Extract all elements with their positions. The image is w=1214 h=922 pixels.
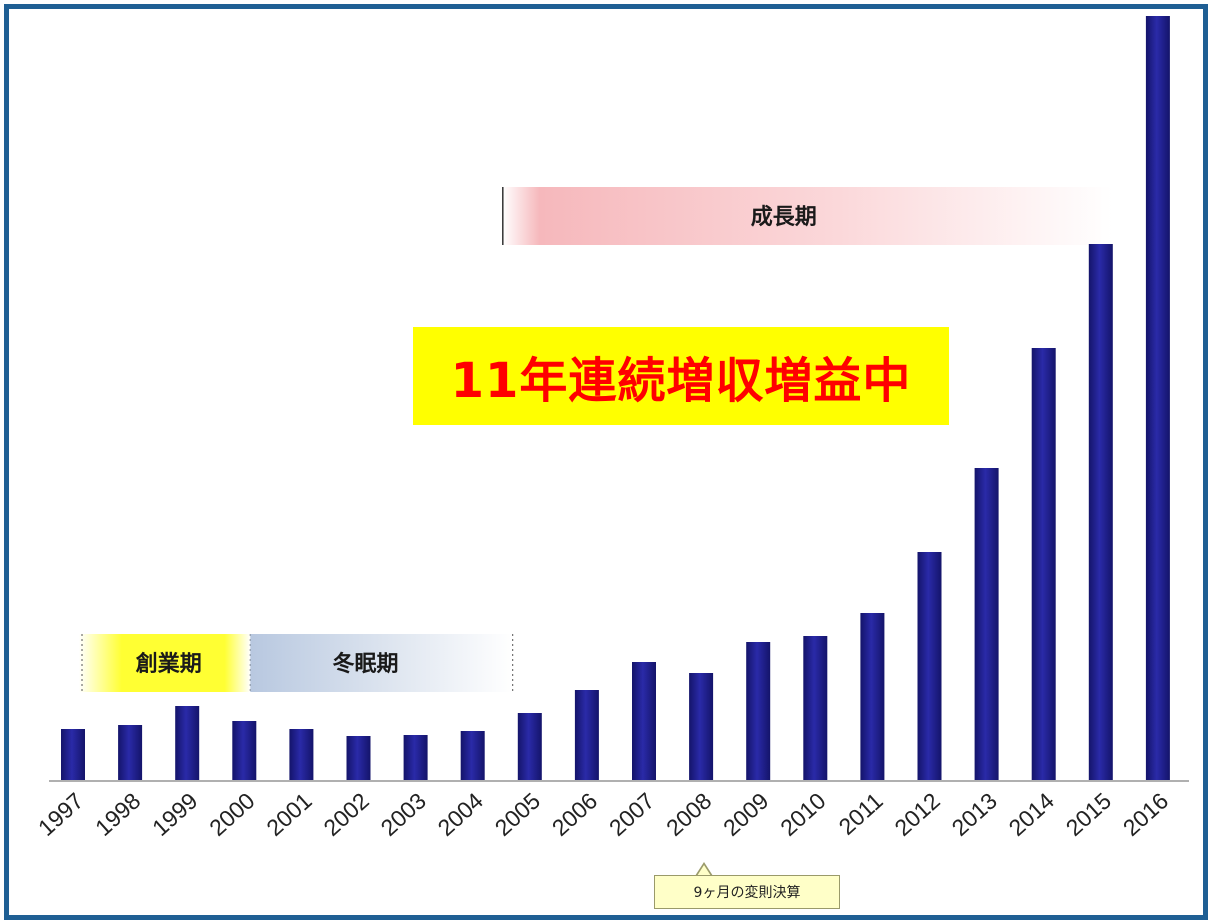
tick-label-2003: 2003: [376, 787, 431, 841]
bar-2007: [632, 662, 656, 781]
tick-label-1999: 1999: [147, 787, 202, 841]
tick-label-2011: 2011: [834, 787, 888, 839]
period-band-1: [79, 634, 251, 692]
bar-2009: [746, 642, 771, 781]
note-text: 9ヶ月の変則決算: [693, 885, 801, 901]
bar-2004: [460, 731, 485, 781]
tick-label-2014: 2014: [1004, 787, 1060, 841]
period-band-3: [502, 187, 1113, 245]
tick-label-2001: 2001: [261, 787, 316, 841]
tick-label-2016: 2016: [1118, 787, 1173, 841]
tick-label-2005: 2005: [490, 787, 545, 841]
bar-2006: [574, 690, 599, 781]
tick-label-2006: 2006: [547, 787, 602, 841]
bar-2003: [403, 735, 428, 781]
chart-frame: 創業期 冬眠期 成長期 1997 1998 1999 2000 2001 2002 2003 20…: [4, 4, 1208, 920]
tick-label-2008: 2008: [661, 787, 716, 841]
tick-label-2009: 2009: [718, 787, 773, 841]
period-label-1: 創業期: [136, 652, 202, 677]
tick-label-2000: 2000: [204, 787, 259, 841]
bar-2001: [289, 729, 314, 781]
note-pointer-fill: [697, 865, 711, 876]
bar-2016: [1145, 16, 1170, 781]
tick-label-2007: 2007: [604, 787, 659, 841]
tick-label-2015: 2015: [1061, 787, 1116, 841]
period-label-3: 成長期: [751, 205, 817, 230]
tick-label-2004: 2004: [433, 787, 489, 841]
bar-2013: [974, 468, 999, 781]
bar-2015: [1088, 244, 1113, 781]
period-band-2: [250, 634, 513, 692]
tick-label-2010: 2010: [775, 787, 830, 841]
note-callout: 9ヶ月の変則決算: [654, 875, 840, 909]
bar-1999: [175, 706, 200, 781]
bar-2005: [517, 713, 542, 781]
tick-label-1997: 1997: [33, 787, 88, 841]
bar-2012: [917, 552, 942, 781]
bar-2008: [689, 673, 714, 781]
tick-label-2002: 2002: [318, 787, 373, 841]
headline-banner: 11年連続増収増益中: [413, 327, 949, 425]
tick-label-1998: 1998: [90, 787, 145, 841]
bar-1998: [118, 725, 143, 781]
bar-2011: [860, 613, 885, 781]
headline-text: 11年連続増収増益中: [450, 353, 912, 409]
bar-1997: [61, 729, 85, 781]
period-label-2: 冬眠期: [332, 651, 398, 677]
bar-2014: [1031, 348, 1056, 781]
tick-label-2013: 2013: [947, 787, 1002, 841]
bar-2010: [803, 636, 828, 781]
bar-2000: [232, 721, 257, 781]
bar-2002: [346, 736, 371, 781]
tick-label-2012: 2012: [889, 787, 944, 841]
